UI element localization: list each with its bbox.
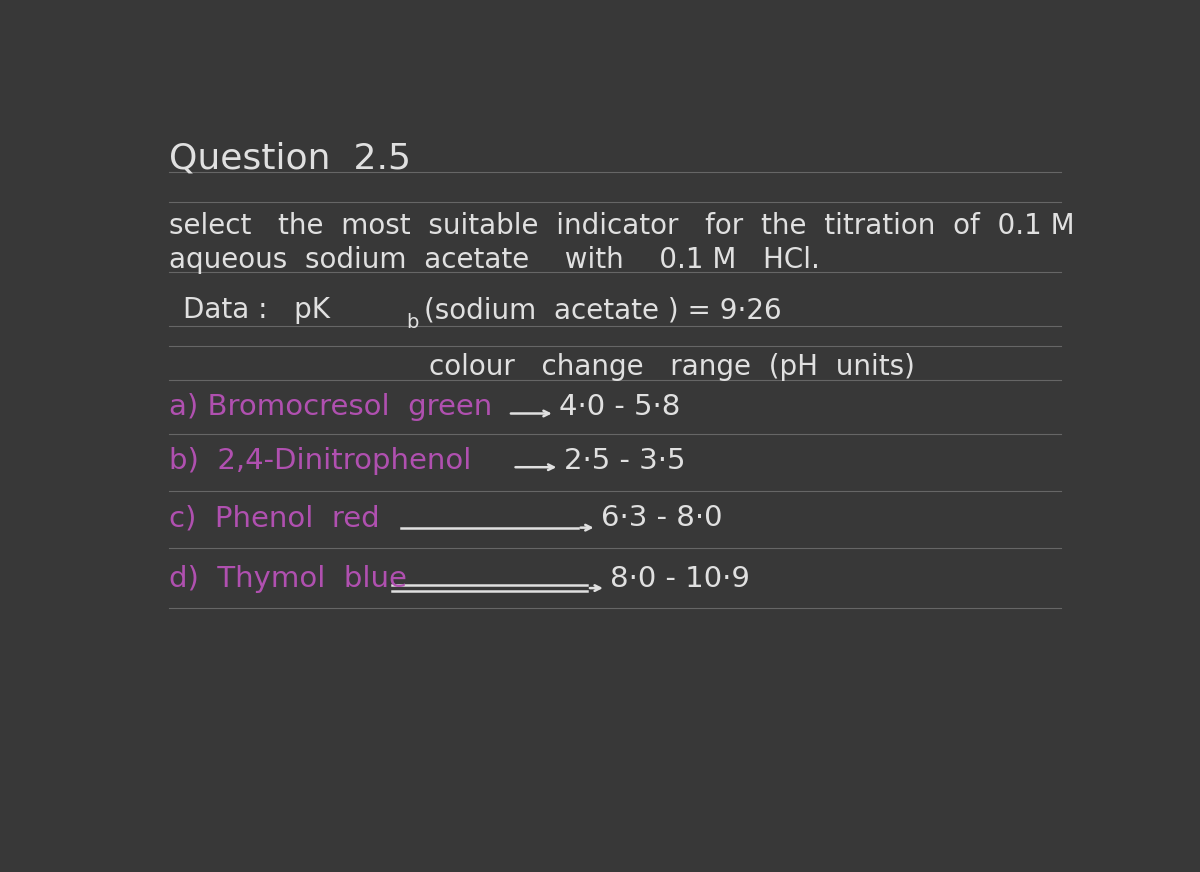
Text: Question  2.5: Question 2.5: [168, 141, 410, 175]
Text: Data :   pK: Data : pK: [182, 296, 330, 324]
Text: b)  2,4-Dinitrophenol: b) 2,4-Dinitrophenol: [168, 447, 470, 475]
Text: aqueous  sodium  acetate    with    0.1 M   HCl.: aqueous sodium acetate with 0.1 M HCl.: [168, 246, 820, 274]
Text: 2·5 - 3·5: 2·5 - 3·5: [564, 447, 685, 475]
Text: b: b: [406, 313, 418, 331]
Text: 4·0 - 5·8: 4·0 - 5·8: [559, 393, 680, 421]
Text: colour   change   range  (pH  units): colour change range (pH units): [430, 353, 914, 381]
Text: 6·3 - 8·0: 6·3 - 8·0: [601, 504, 722, 532]
Text: a) Bromocresol  green: a) Bromocresol green: [168, 393, 492, 421]
Text: c)  Phenol  red: c) Phenol red: [168, 504, 379, 532]
Text: select   the  most  suitable  indicator   for  the  titration  of  0.1 M: select the most suitable indicator for t…: [168, 212, 1074, 240]
Text: (sodium  acetate ) = 9·26: (sodium acetate ) = 9·26: [425, 296, 782, 324]
Text: d)  Thymol  blue: d) Thymol blue: [168, 564, 407, 593]
Text: 8·0 - 10·9: 8·0 - 10·9: [611, 564, 750, 593]
